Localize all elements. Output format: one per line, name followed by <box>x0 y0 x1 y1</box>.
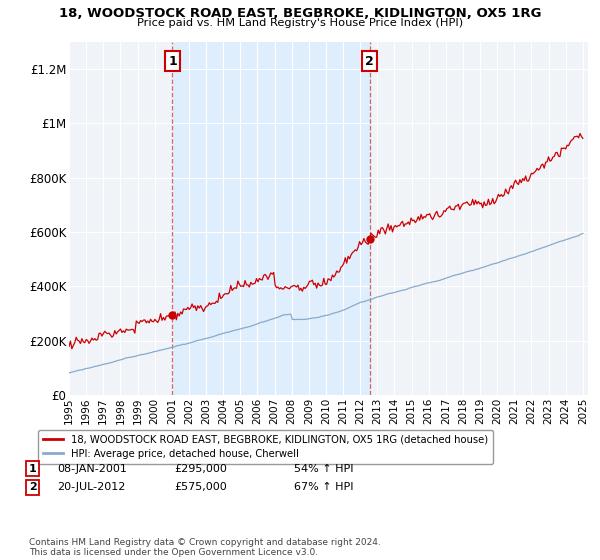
Text: 67% ↑ HPI: 67% ↑ HPI <box>294 482 353 492</box>
Text: 20-JUL-2012: 20-JUL-2012 <box>57 482 125 492</box>
Text: 2: 2 <box>29 482 37 492</box>
Bar <box>172 42 370 395</box>
Text: £295,000: £295,000 <box>174 464 227 474</box>
Text: 18, WOODSTOCK ROAD EAST, BEGBROKE, KIDLINGTON, OX5 1RG: 18, WOODSTOCK ROAD EAST, BEGBROKE, KIDLI… <box>59 7 541 20</box>
Text: 54% ↑ HPI: 54% ↑ HPI <box>294 464 353 474</box>
Text: 1: 1 <box>168 55 177 68</box>
Text: Contains HM Land Registry data © Crown copyright and database right 2024.
This d: Contains HM Land Registry data © Crown c… <box>29 538 380 557</box>
Legend: 18, WOODSTOCK ROAD EAST, BEGBROKE, KIDLINGTON, OX5 1RG (detached house), HPI: Av: 18, WOODSTOCK ROAD EAST, BEGBROKE, KIDLI… <box>38 430 493 464</box>
Text: Price paid vs. HM Land Registry's House Price Index (HPI): Price paid vs. HM Land Registry's House … <box>137 18 463 28</box>
Text: £575,000: £575,000 <box>174 482 227 492</box>
Text: 2: 2 <box>365 55 374 68</box>
Text: 08-JAN-2001: 08-JAN-2001 <box>57 464 127 474</box>
Text: 1: 1 <box>29 464 37 474</box>
